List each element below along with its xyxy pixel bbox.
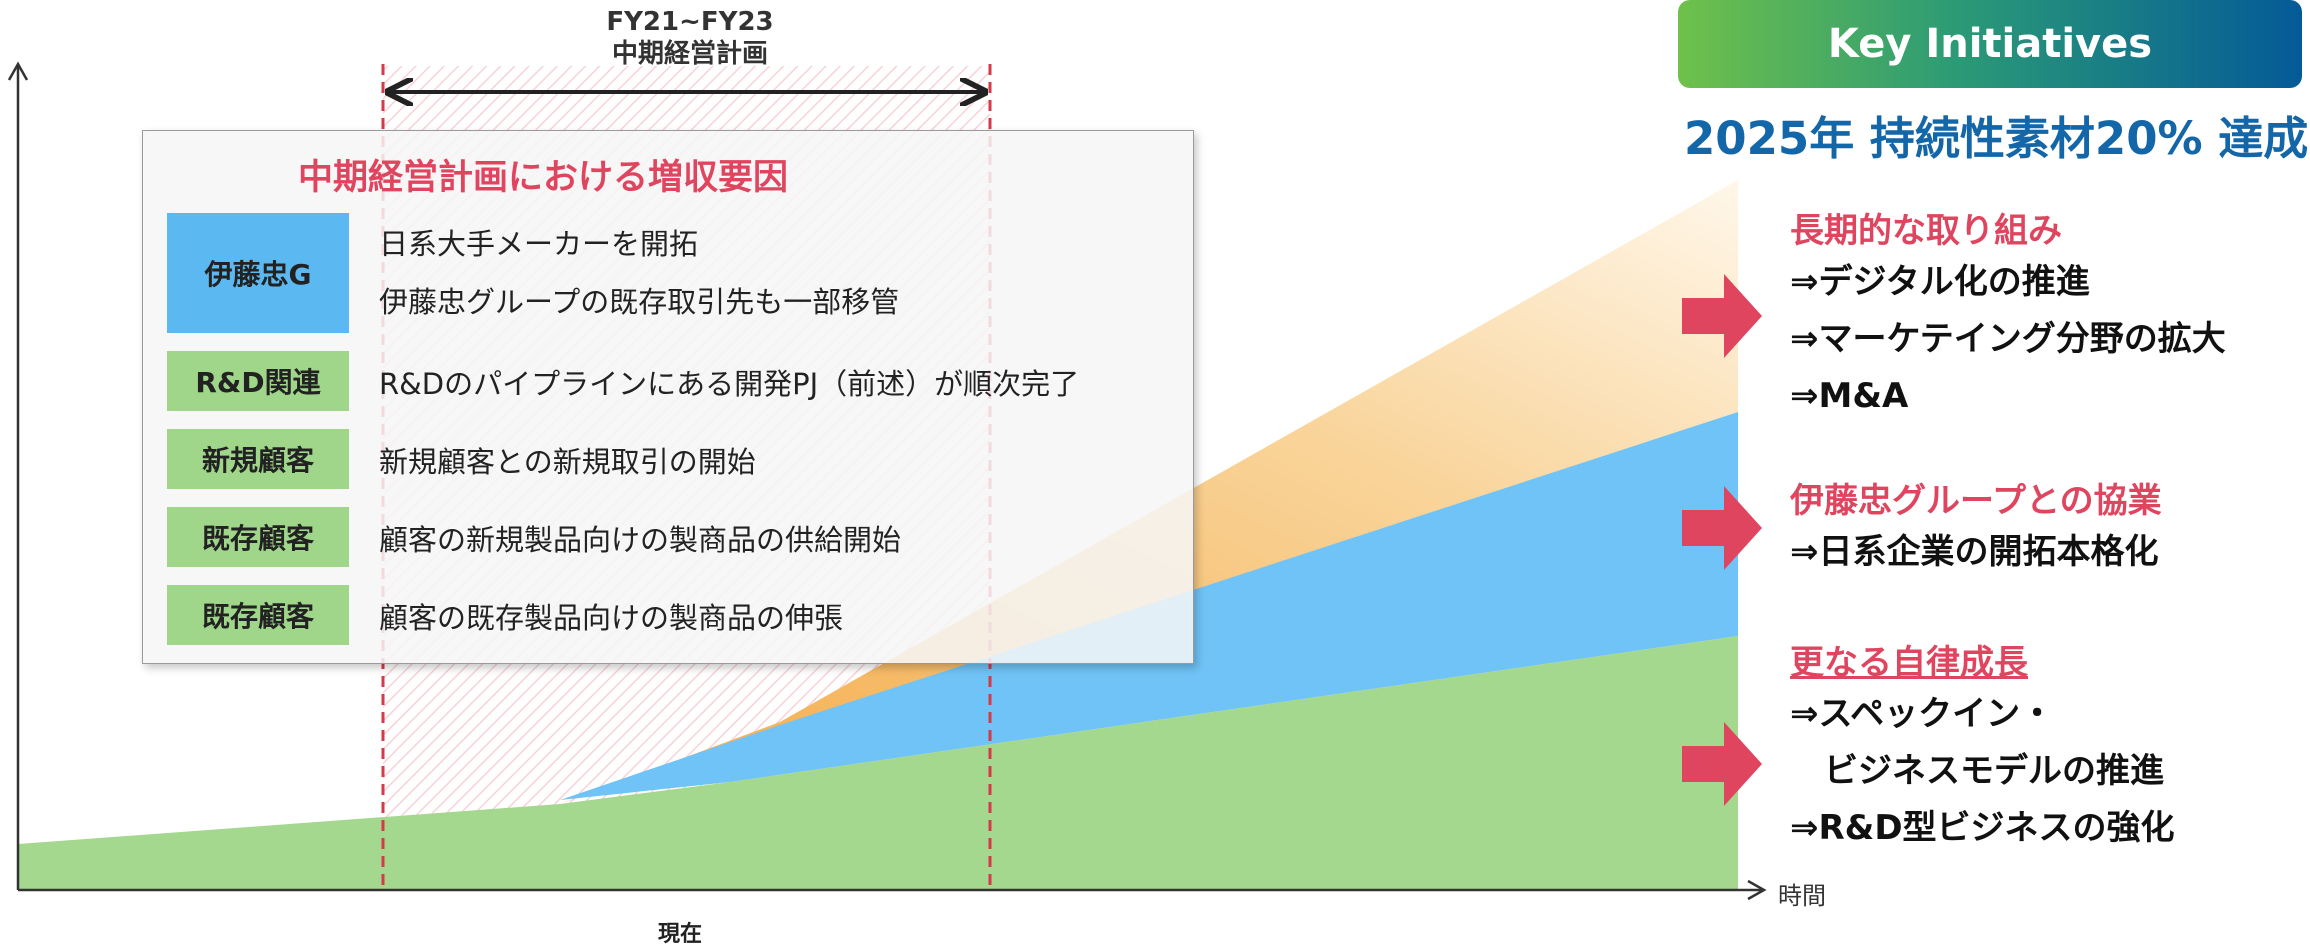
x-axis-label: 時間 [1778, 882, 1826, 910]
initiative-group-growth: 更なる自律成長 ⇒スペックイン・ ビジネスモデルの推進 ⇒R&D型ビジネスの強化 [1790, 640, 2175, 857]
right-arrow-icon [1682, 274, 1762, 358]
right-arrow-icon [1682, 486, 1762, 570]
y-axis-arrowhead [7, 61, 29, 81]
right-arrow-icon [1682, 722, 1762, 806]
factor-tag: 既存顧客 [167, 507, 349, 567]
initiative-group-itochu: 伊藤忠グループとの協業 ⇒日系企業の開拓本格化 [1790, 478, 2162, 581]
goal-headline: 2025年 持続性素材20% 達成 [1684, 112, 2309, 165]
factor-description: 顧客の既存製品向けの製商品の伸張 [379, 601, 844, 635]
period-label: FY21~FY23 中期経営計画 [606, 7, 774, 69]
factor-description: 新規顧客との新規取引の開始 [379, 445, 756, 479]
x-axis-arrowhead [1747, 879, 1767, 901]
initiative-heading: 更なる自律成長 [1790, 643, 2028, 683]
initiative-item: ⇒R&D型ビジネスの強化 [1790, 808, 2175, 848]
factor-description: 顧客の新規製品向けの製商品の供給開始 [379, 523, 902, 557]
initiative-item: ⇒スペックイン・ [1790, 694, 2055, 734]
initiative-heading: 伊藤忠グループとの協業 [1790, 481, 2162, 521]
factor-description: 伊藤忠グループの既存取引先も一部移管 [379, 285, 900, 319]
factor-description: R&Dのパイプラインにある開発PJ（前述）が順次完了 [379, 367, 1080, 401]
factors-title: 中期経営計画における増収要因 [297, 158, 788, 198]
initiative-item: ⇒日系企業の開拓本格化 [1790, 532, 2159, 572]
key-initiatives-badge: Key Initiatives [1678, 0, 2302, 88]
initiative-item: ビジネスモデルの推進 [1790, 751, 2164, 791]
now-label: 現在 [657, 922, 702, 947]
initiative-item: ⇒M&A [1790, 376, 1909, 416]
factor-tag: 伊藤忠G [167, 213, 349, 333]
factor-tag: R&D関連 [167, 351, 349, 411]
factor-description: 日系大手メーカーを開拓 [379, 227, 699, 261]
area-green-base [18, 636, 1738, 890]
factor-tag: 新規顧客 [167, 429, 349, 489]
initiative-group-long-term: 長期的な取り組み ⇒デジタル化の推進 ⇒マーケテイング分野の拡大 ⇒M&A [1790, 208, 2226, 425]
initiative-item: ⇒デジタル化の推進 [1790, 262, 2090, 302]
initiative-item: ⇒マーケテイング分野の拡大 [1790, 319, 2226, 359]
revenue-factors-panel: 中期経営計画における増収要因 伊藤忠G 日系大手メーカーを開拓 伊藤忠グループの… [142, 130, 1194, 664]
factor-tag: 既存顧客 [167, 585, 349, 645]
initiative-heading: 長期的な取り組み [1790, 211, 2062, 251]
